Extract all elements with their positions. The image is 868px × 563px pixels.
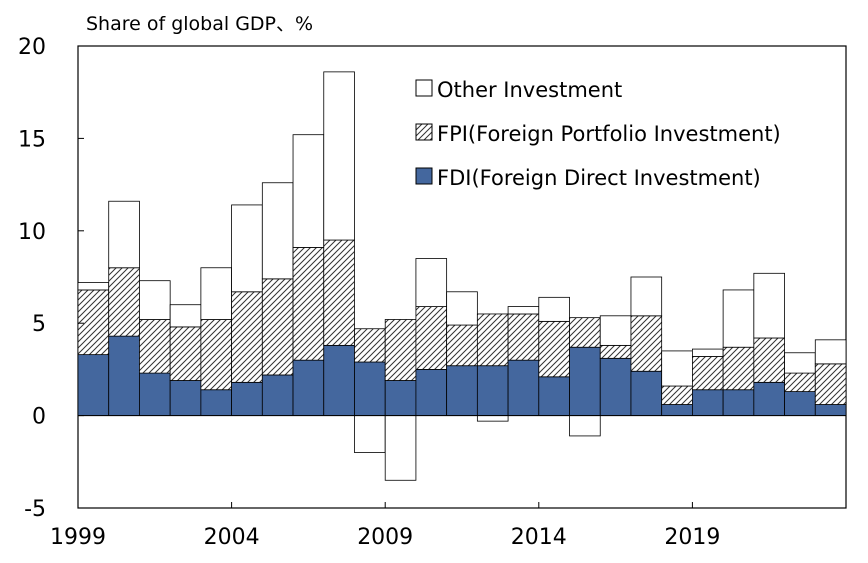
legend-swatch-other	[415, 79, 433, 97]
bar-fpi-2017	[630, 315, 663, 372]
bar-other-2005	[261, 182, 294, 280]
bar-fpi-2016	[599, 344, 632, 359]
bar-other-2012	[476, 415, 509, 422]
x-tick-label: 2009	[357, 525, 413, 550]
bar-fpi-2021	[753, 337, 785, 383]
plot-border	[77, 45, 847, 509]
bar-fdi-2020	[722, 389, 755, 416]
bar-other-2023	[814, 339, 847, 365]
bar-other-2000	[108, 200, 140, 269]
bar-fpi-2005	[261, 278, 294, 376]
bar-other-1999	[77, 282, 110, 291]
x-tick-label: 2019	[664, 525, 720, 550]
bar-fpi-1999	[77, 289, 110, 356]
bar-fdi-2011	[446, 365, 478, 417]
bar-fpi-2003	[200, 319, 233, 391]
bar-fdi-2007	[323, 344, 355, 417]
y-tick-label: 20	[18, 35, 46, 60]
bar-fpi-2013	[507, 313, 540, 361]
bar-other-2008	[354, 415, 386, 453]
bar-fpi-2011	[446, 324, 478, 367]
bar-other-2009	[384, 415, 417, 481]
bar-fdi-2017	[630, 370, 663, 416]
bar-other-2022	[784, 352, 816, 374]
plot-area	[77, 45, 847, 509]
legend-label-other: Other Investment	[437, 78, 622, 102]
bar-other-2007	[323, 71, 355, 241]
bar-other-2020	[722, 289, 755, 348]
bar-fdi-2013	[507, 359, 540, 417]
x-tick-label: 1999	[50, 525, 106, 550]
bar-fdi-2016	[599, 357, 632, 417]
bar-fpi-2023	[814, 363, 847, 405]
legend-swatch-fdi	[415, 167, 433, 185]
bar-fdi-2022	[784, 391, 816, 416]
y-tick-label: 0	[32, 405, 46, 430]
bar-other-2018	[661, 350, 693, 387]
bar-other-2015	[569, 415, 601, 437]
bar-fpi-2010	[415, 306, 448, 370]
bar-other-2003	[200, 267, 233, 320]
bar-fdi-2015	[569, 346, 601, 416]
bar-fpi-2006	[292, 247, 325, 361]
bar-fdi-2005	[261, 374, 294, 416]
bar-fdi-2003	[200, 389, 233, 416]
legend-swatch-fpi	[415, 123, 433, 141]
bar-fdi-2001	[139, 372, 171, 417]
bar-other-2004	[231, 204, 263, 293]
bar-fpi-2001	[139, 319, 171, 374]
bar-fpi-2012	[476, 313, 509, 367]
axes-group: -5 0 5 10 15 20 1999 2004 2009 2014 2019	[18, 35, 846, 550]
x-tick-label: 2004	[204, 525, 260, 550]
bar-fdi-2012	[476, 365, 509, 417]
bar-fdi-2006	[292, 359, 325, 417]
bar-fdi-2014	[538, 376, 570, 416]
legend-label-fpi: FPI(Foreign Portfolio Investment)	[437, 122, 781, 146]
x-tick-label: 2014	[511, 525, 567, 550]
bar-other-2006	[292, 134, 325, 248]
bar-other-2001	[139, 280, 171, 320]
bar-other-2016	[599, 315, 632, 346]
bar-other-2010	[415, 258, 448, 307]
bar-fpi-2002	[169, 326, 202, 381]
bar-fpi-2009	[384, 319, 417, 381]
y-tick-label: 15	[18, 127, 46, 152]
bar-fdi-2002	[169, 380, 202, 417]
bar-fpi-2020	[722, 346, 755, 391]
bar-fpi-2000	[108, 267, 140, 337]
bar-fpi-2015	[569, 317, 601, 348]
bar-fdi-2000	[108, 335, 140, 416]
bar-fpi-2018	[661, 385, 693, 405]
bar-fpi-2007	[323, 239, 355, 346]
bar-fpi-2019	[692, 356, 724, 391]
bar-fdi-1999	[77, 354, 110, 416]
bar-other-2019	[692, 348, 724, 357]
bars-group	[77, 71, 847, 481]
bar-fpi-2014	[538, 320, 570, 378]
bar-other-2013	[507, 306, 540, 315]
bar-fpi-2004	[231, 291, 263, 383]
bar-other-2017	[630, 276, 663, 317]
bar-other-2011	[446, 291, 478, 326]
bar-fdi-2009	[384, 380, 417, 417]
bar-other-2002	[169, 304, 202, 328]
bar-fdi-2004	[231, 381, 263, 416]
legend: Other Investment FPI(Foreign Portfolio I…	[415, 78, 781, 190]
bar-fdi-2019	[692, 389, 724, 416]
bar-fdi-2021	[753, 381, 785, 416]
bar-fpi-2008	[354, 328, 386, 363]
bar-fdi-2010	[415, 368, 448, 416]
bar-fdi-2008	[354, 361, 386, 416]
y-tick-label: 5	[32, 312, 46, 337]
bar-other-2014	[538, 296, 570, 322]
bar-fdi-2018	[661, 404, 693, 416]
y-tick-label: 10	[18, 220, 46, 245]
bar-other-2021	[753, 272, 785, 339]
y-tick-label: -5	[24, 497, 46, 522]
bar-fpi-2022	[784, 372, 816, 392]
legend-label-fdi: FDI(Foreign Direct Investment)	[437, 166, 761, 190]
y-axis-title: Share of global GDP、%	[86, 13, 313, 35]
bar-fdi-2023	[814, 404, 847, 416]
